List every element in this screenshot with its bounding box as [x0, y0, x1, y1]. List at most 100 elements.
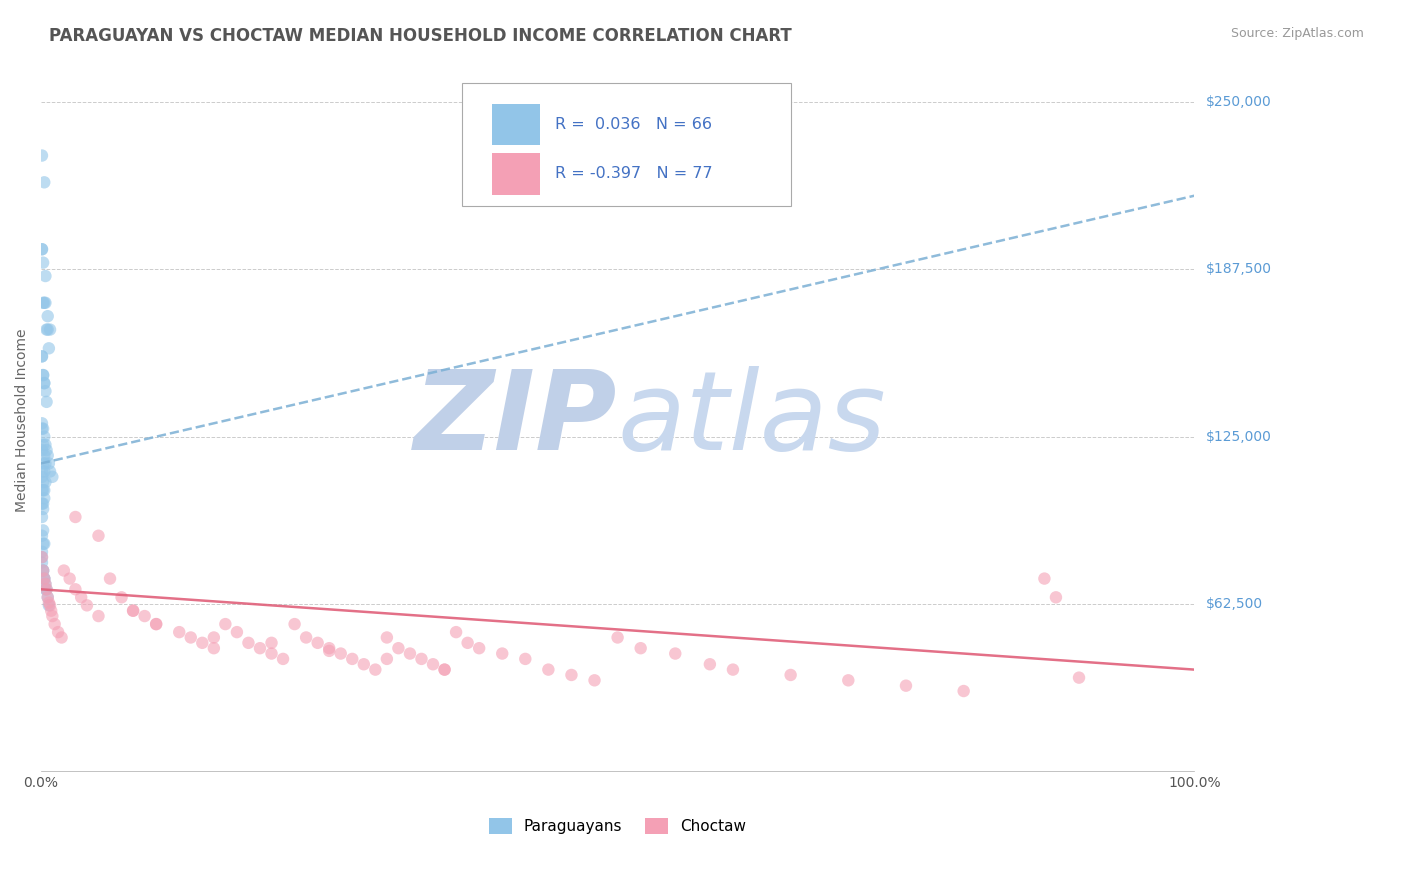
Text: $187,500: $187,500 — [1205, 262, 1271, 277]
Point — [284, 617, 307, 632]
Point — [35, 443, 58, 458]
Point — [98, 572, 121, 586]
Point — [41, 470, 63, 484]
Point — [31, 422, 53, 436]
Point — [65, 582, 87, 597]
Point — [238, 636, 260, 650]
Point — [31, 470, 53, 484]
Point — [837, 673, 859, 688]
Point — [318, 641, 340, 656]
Point — [32, 422, 55, 436]
Point — [779, 668, 801, 682]
Point — [31, 510, 53, 524]
Point — [31, 550, 53, 565]
Point — [31, 465, 53, 479]
Point — [31, 529, 53, 543]
Point — [59, 572, 82, 586]
Point — [38, 599, 60, 613]
Text: $62,500: $62,500 — [1205, 597, 1263, 611]
Point — [491, 647, 513, 661]
Point — [32, 376, 55, 391]
Point — [39, 604, 62, 618]
FancyBboxPatch shape — [492, 153, 540, 194]
Text: atlas: atlas — [617, 367, 886, 474]
Point — [32, 368, 55, 383]
Point — [32, 475, 55, 490]
Point — [433, 663, 456, 677]
Point — [226, 625, 249, 640]
Point — [41, 609, 63, 624]
Point — [37, 322, 59, 336]
Point — [31, 443, 53, 458]
Point — [32, 537, 55, 551]
Point — [32, 564, 55, 578]
Point — [515, 652, 537, 666]
Point — [583, 673, 606, 688]
Point — [375, 652, 398, 666]
Point — [32, 457, 55, 471]
Point — [191, 636, 214, 650]
Point — [35, 582, 58, 597]
Point — [433, 663, 456, 677]
Point — [37, 591, 59, 605]
Point — [307, 636, 329, 650]
Point — [32, 497, 55, 511]
Point — [34, 475, 56, 490]
Point — [31, 242, 53, 256]
Point — [32, 483, 55, 498]
Point — [32, 572, 55, 586]
Point — [32, 295, 55, 310]
Text: R =  0.036   N = 66: R = 0.036 N = 66 — [555, 117, 713, 132]
Point — [32, 465, 55, 479]
Point — [468, 641, 491, 656]
Text: $125,000: $125,000 — [1205, 430, 1271, 443]
Point — [399, 647, 422, 661]
Point — [31, 242, 53, 256]
Point — [35, 395, 58, 409]
FancyBboxPatch shape — [492, 103, 540, 145]
Point — [1067, 671, 1090, 685]
Point — [721, 663, 744, 677]
Point — [32, 483, 55, 498]
Point — [31, 349, 53, 363]
Point — [32, 564, 55, 578]
Point — [31, 545, 53, 559]
Point — [35, 582, 58, 597]
Point — [32, 537, 55, 551]
Point — [32, 572, 55, 586]
Point — [295, 631, 318, 645]
Point — [444, 625, 467, 640]
Point — [32, 295, 55, 310]
Point — [32, 368, 55, 383]
Point — [34, 582, 56, 597]
Text: Source: ZipAtlas.com: Source: ZipAtlas.com — [1230, 27, 1364, 40]
Point — [52, 564, 75, 578]
Point — [318, 644, 340, 658]
Point — [39, 322, 62, 336]
Point — [34, 577, 56, 591]
Point — [31, 417, 53, 431]
Text: R = -0.397   N = 77: R = -0.397 N = 77 — [555, 166, 713, 181]
Point — [32, 524, 55, 538]
Point — [38, 457, 60, 471]
Point — [329, 647, 352, 661]
Point — [31, 497, 53, 511]
Point — [699, 657, 721, 672]
Point — [364, 663, 387, 677]
Point — [44, 617, 66, 632]
Point — [457, 636, 479, 650]
Point — [32, 572, 55, 586]
Point — [46, 625, 69, 640]
Point — [411, 652, 433, 666]
Point — [145, 617, 167, 632]
Point — [167, 625, 190, 640]
Point — [560, 668, 582, 682]
Point — [32, 376, 55, 391]
Point — [31, 556, 53, 570]
Point — [249, 641, 271, 656]
Point — [34, 438, 56, 452]
Point — [202, 631, 225, 645]
Point — [31, 483, 53, 498]
Point — [51, 631, 73, 645]
Point — [260, 636, 283, 650]
